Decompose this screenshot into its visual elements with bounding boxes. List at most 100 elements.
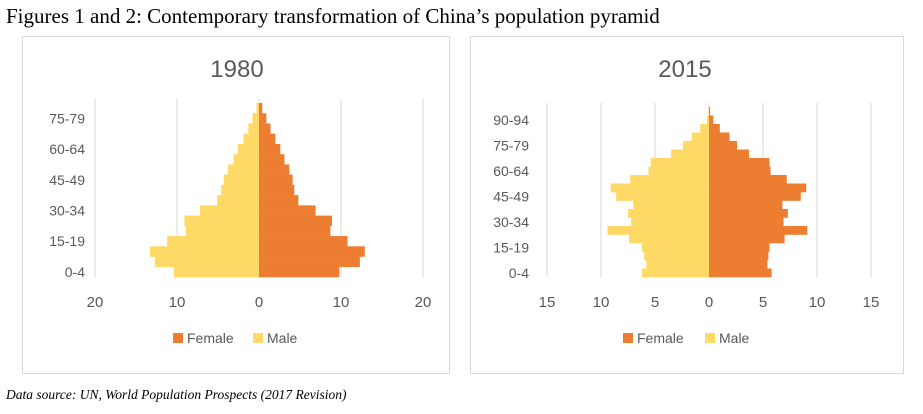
male-bar bbox=[233, 154, 259, 165]
legend-label-female: Female bbox=[637, 330, 684, 346]
x-tick-label: 10 bbox=[809, 294, 826, 311]
female-bar bbox=[259, 123, 271, 135]
female-bar bbox=[709, 217, 784, 227]
female-bar bbox=[259, 195, 299, 206]
male-bar bbox=[217, 195, 259, 206]
female-bar bbox=[259, 143, 281, 155]
male-bar bbox=[650, 158, 709, 167]
female-bar bbox=[709, 124, 720, 133]
male-bar bbox=[683, 141, 709, 150]
male-bar bbox=[237, 143, 259, 155]
female-bar bbox=[709, 209, 788, 218]
x-tick-label: 15 bbox=[863, 294, 880, 311]
male-bar bbox=[671, 149, 709, 159]
x-tick-label: 10 bbox=[333, 294, 350, 311]
pyramid-chart-2015: 2015 0-4 15-19 30-34 45-49 60-64 75-79 90-94 15 1… bbox=[470, 36, 904, 374]
y-tick-label: 30-34 bbox=[493, 214, 529, 230]
legend-label-male: Male bbox=[719, 330, 750, 346]
x-tick-label: 10 bbox=[593, 294, 610, 311]
x-tick-label: 5 bbox=[759, 294, 767, 311]
y-tick-label: 75-79 bbox=[49, 110, 85, 126]
y-tick-label: 60-64 bbox=[493, 163, 529, 179]
female-bar bbox=[709, 192, 801, 201]
legend-swatch-male bbox=[253, 333, 263, 343]
male-bar bbox=[628, 209, 709, 218]
figure-title: Figures 1 and 2: Contemporary transforma… bbox=[6, 4, 660, 28]
y-tick-label: 15-19 bbox=[49, 233, 85, 249]
pyramid-chart-1980: 1980 0-4 15-19 30-34 45-49 60-64 75-79 20 10 0 10 2… bbox=[22, 36, 450, 374]
male-bar bbox=[642, 243, 709, 252]
male-bar bbox=[167, 236, 259, 247]
male-bar bbox=[633, 200, 709, 210]
y-tick-label: 45-49 bbox=[49, 172, 85, 188]
x-tick-label: 0 bbox=[255, 294, 263, 311]
female-bar bbox=[709, 158, 770, 167]
female-bar bbox=[709, 149, 749, 159]
male-bar bbox=[630, 175, 709, 184]
y-tick-label: 75-79 bbox=[493, 137, 529, 153]
pyramid-chart-2015-svg: 2015 0-4 15-19 30-34 45-49 60-64 75-79 90-94 15 1… bbox=[493, 56, 880, 346]
legend-label-female: Female bbox=[187, 330, 234, 346]
legend-swatch-female bbox=[623, 333, 633, 343]
male-bar bbox=[708, 107, 709, 116]
male-bar bbox=[184, 215, 259, 227]
male-bar bbox=[616, 192, 709, 201]
male-bar bbox=[644, 251, 709, 261]
female-bar bbox=[709, 183, 807, 193]
y-tick-label: 90-94 bbox=[493, 112, 529, 128]
male-bar bbox=[173, 266, 259, 278]
legend-label-male: Male bbox=[267, 330, 298, 346]
female-bar bbox=[709, 132, 730, 142]
male-bar bbox=[706, 115, 709, 125]
x-tick-label: 10 bbox=[169, 294, 186, 311]
female-bar bbox=[259, 266, 340, 278]
male-bar bbox=[648, 166, 709, 176]
male-bar bbox=[607, 226, 709, 235]
male-bar bbox=[199, 205, 259, 216]
female-bar bbox=[709, 251, 769, 261]
female-bar bbox=[259, 205, 316, 216]
female-bar bbox=[709, 260, 768, 269]
y-tick-label: 0-4 bbox=[509, 265, 529, 281]
male-bar bbox=[642, 268, 709, 278]
male-bar bbox=[252, 113, 259, 124]
male-bar bbox=[646, 260, 709, 269]
female-bar bbox=[259, 113, 267, 124]
chart-title: 1980 bbox=[210, 56, 263, 83]
male-bar bbox=[186, 225, 259, 237]
male-bar bbox=[610, 183, 709, 193]
female-bar bbox=[709, 166, 771, 176]
y-tick-label: 30-34 bbox=[49, 202, 85, 218]
female-bar bbox=[709, 107, 711, 116]
y-tick-label: 15-19 bbox=[493, 239, 529, 255]
chart-title: 2015 bbox=[658, 56, 711, 83]
female-bar bbox=[259, 133, 276, 145]
x-tick-label: 20 bbox=[415, 294, 432, 311]
x-tick-label: 20 bbox=[87, 294, 104, 311]
female-bar bbox=[709, 243, 770, 252]
female-bar bbox=[259, 184, 295, 196]
y-tick-label: 45-49 bbox=[493, 188, 529, 204]
female-bar bbox=[259, 103, 263, 114]
male-bar bbox=[248, 123, 259, 135]
female-bar bbox=[259, 246, 365, 257]
male-bar bbox=[256, 103, 259, 114]
y-tick-label: 0-4 bbox=[65, 264, 85, 280]
male-bar bbox=[243, 133, 259, 145]
legend-swatch-female bbox=[173, 333, 183, 343]
x-tick-label: 5 bbox=[651, 294, 659, 311]
female-bar bbox=[259, 154, 285, 165]
male-bar bbox=[221, 184, 259, 196]
female-bar bbox=[259, 215, 332, 227]
male-bar bbox=[629, 234, 709, 244]
female-bar bbox=[709, 226, 808, 235]
female-bar bbox=[709, 115, 714, 125]
female-bar bbox=[259, 174, 293, 186]
pyramid-chart-1980-svg: 1980 0-4 15-19 30-34 45-49 60-64 75-79 20 10 0 10 2… bbox=[49, 56, 432, 346]
female-bar bbox=[259, 225, 331, 237]
male-bar bbox=[227, 164, 259, 175]
male-bar bbox=[154, 256, 259, 268]
legend-swatch-male bbox=[705, 333, 715, 343]
male-bar bbox=[631, 217, 709, 227]
female-bar bbox=[259, 164, 290, 175]
